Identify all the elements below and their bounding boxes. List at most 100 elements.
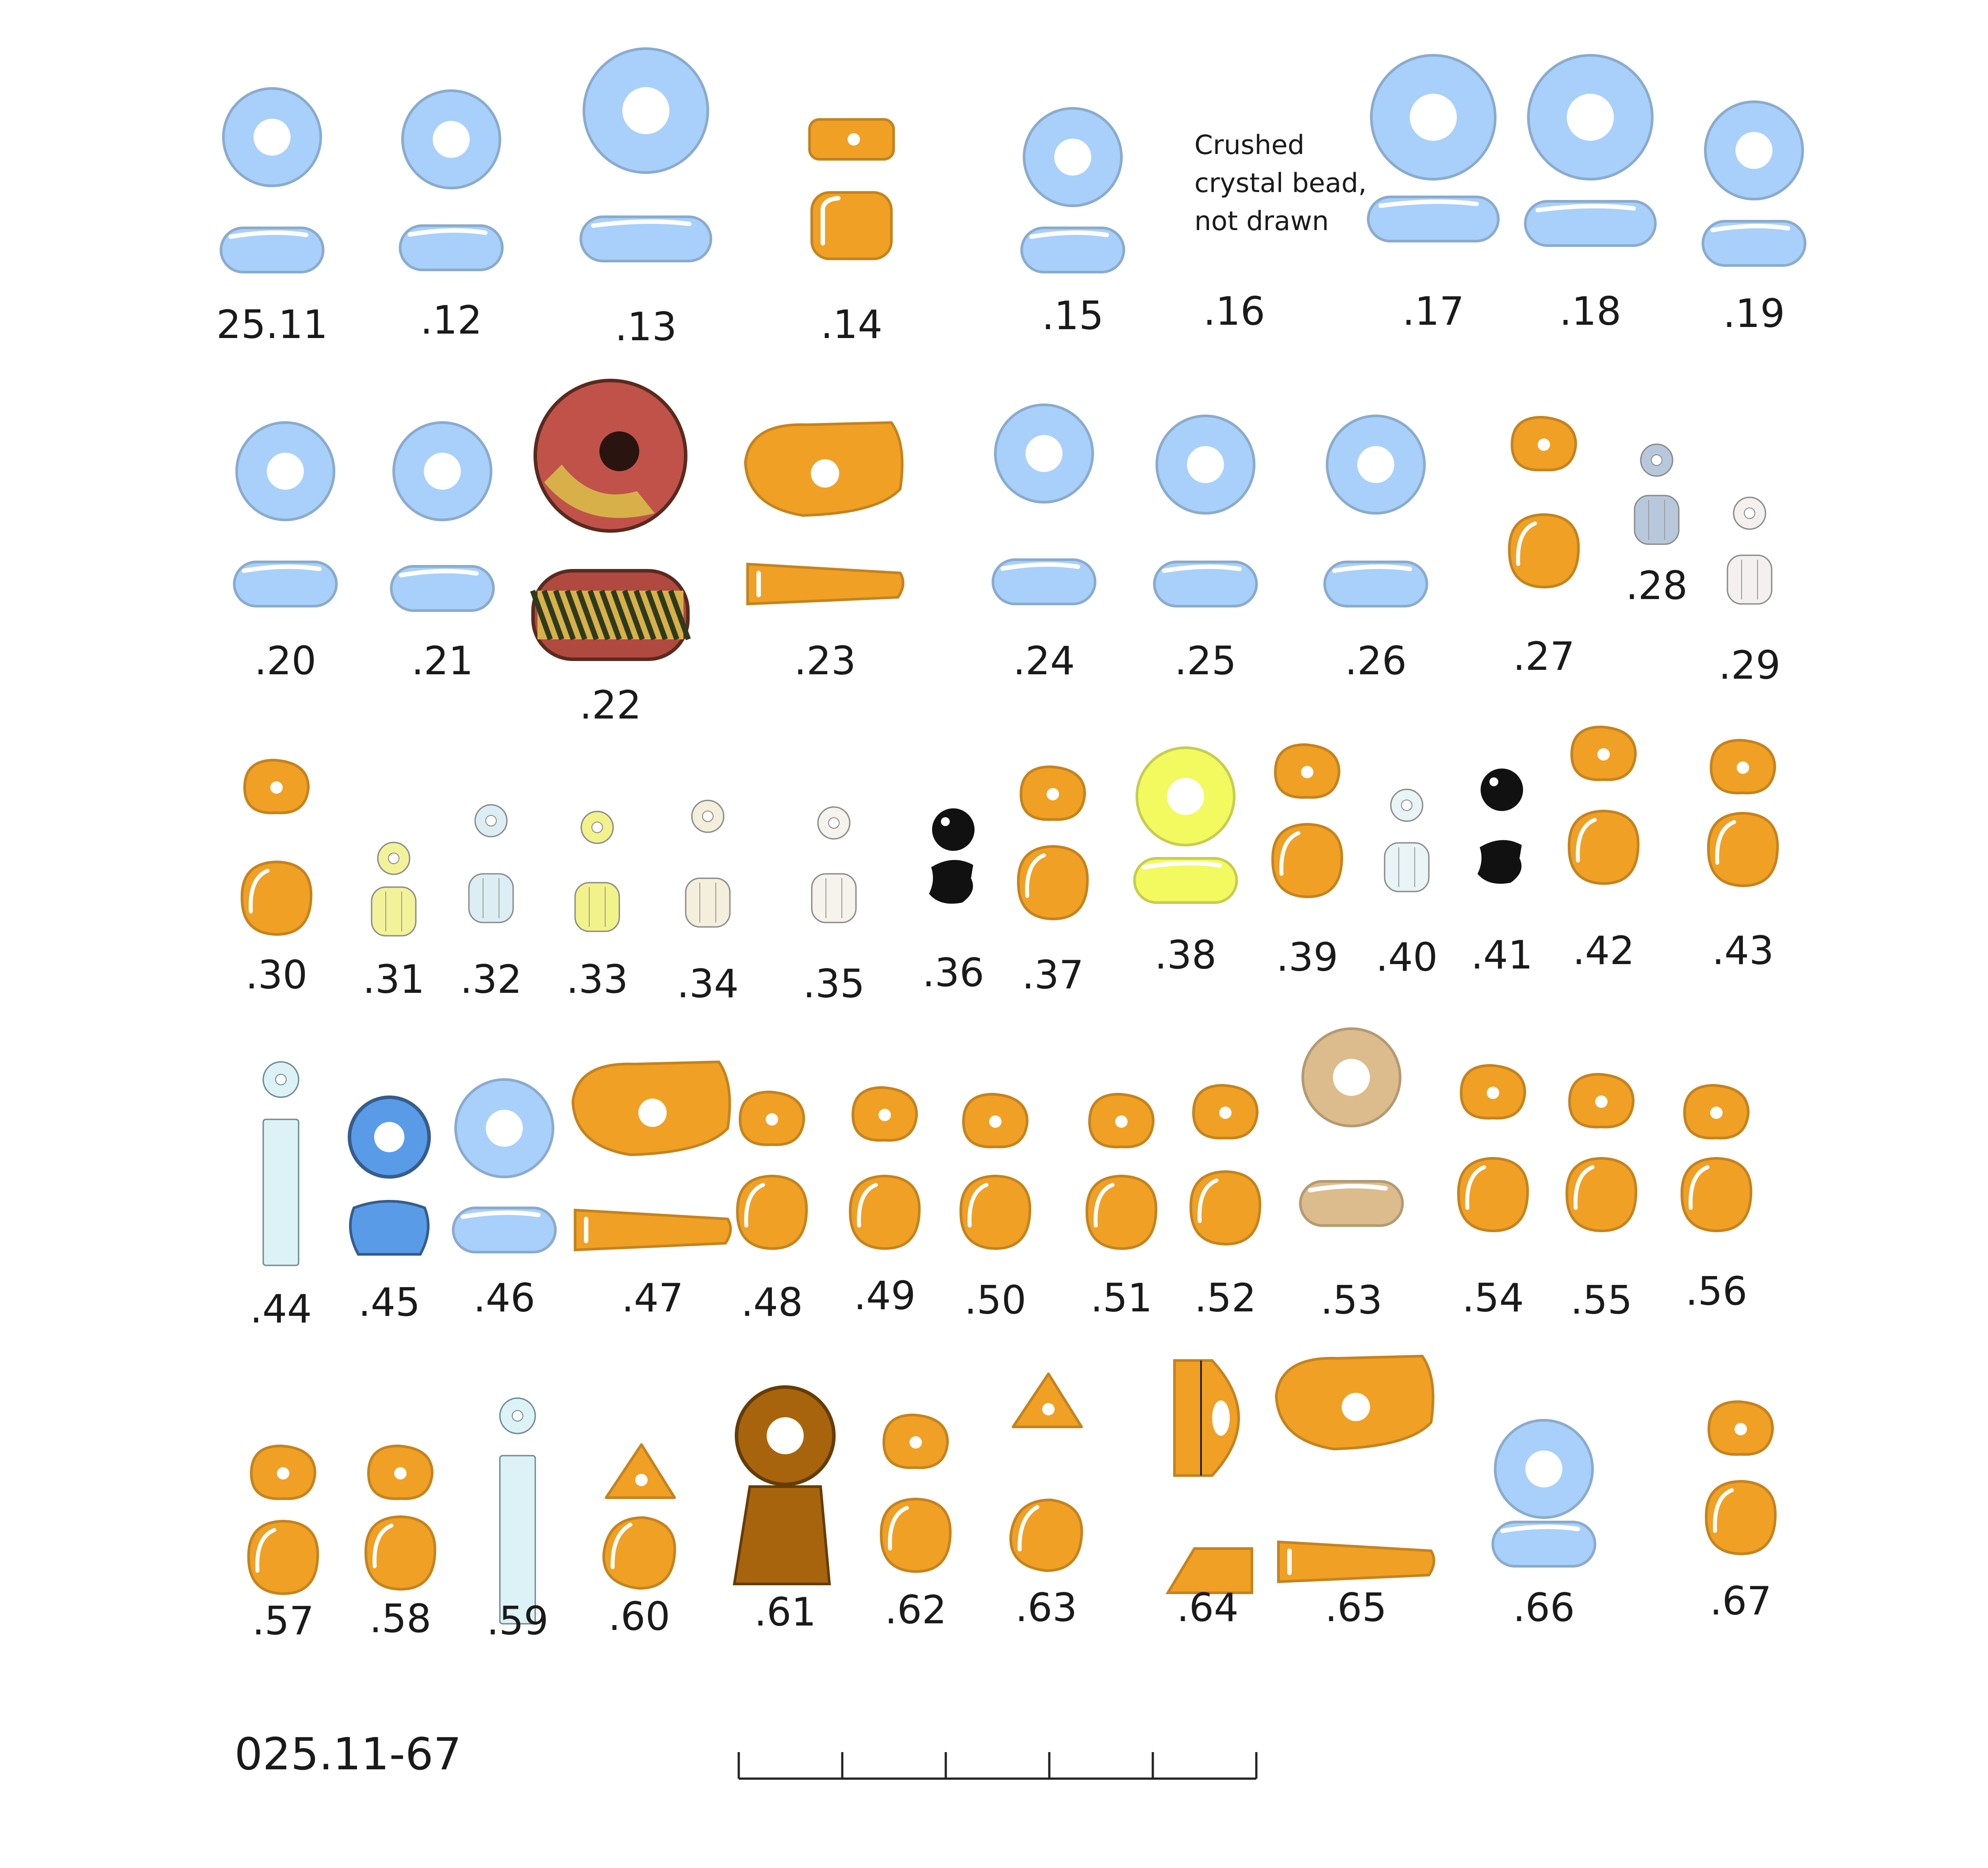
bead-perforation xyxy=(1187,446,1224,483)
bead-label: .22 xyxy=(580,682,641,728)
highlight xyxy=(1279,831,1301,876)
bead-label: .56 xyxy=(1685,1268,1747,1314)
highlight xyxy=(1710,223,1790,232)
bead-14 xyxy=(808,118,895,260)
bead-perforation xyxy=(394,1467,407,1480)
highlight xyxy=(1017,1505,1040,1552)
highlight xyxy=(1025,853,1046,898)
bead-perforation xyxy=(267,453,304,490)
chevron-stripe xyxy=(599,589,622,641)
bead-side-view xyxy=(746,562,905,606)
bead-61 xyxy=(733,1385,836,1585)
bead-perforation xyxy=(622,87,670,135)
bead-perforation xyxy=(828,817,840,829)
highlight xyxy=(1574,1165,1595,1210)
bead-side-view xyxy=(1271,823,1343,899)
chevron-stripe xyxy=(668,589,691,641)
bead-51 xyxy=(1085,1092,1158,1250)
bead-side-view xyxy=(879,1497,952,1573)
bead-43 xyxy=(1707,738,1779,888)
highlight xyxy=(821,196,840,246)
bead-33 xyxy=(574,811,620,932)
highlight xyxy=(255,1528,276,1573)
bead-perforation xyxy=(1487,1087,1499,1099)
bead-side-view xyxy=(1508,513,1580,589)
painted-band xyxy=(544,465,655,518)
bead-24 xyxy=(991,404,1097,605)
bead-50 xyxy=(959,1092,1032,1250)
bead-side-view xyxy=(468,873,514,923)
bead-20 xyxy=(233,421,338,607)
bead-perforation xyxy=(1333,1059,1370,1096)
bead-perforation xyxy=(989,1115,1002,1128)
bead-perforation xyxy=(1744,507,1755,519)
bead-64 xyxy=(1165,1359,1253,1594)
highlight xyxy=(1029,230,1109,239)
bead-31 xyxy=(371,842,417,937)
bead-perforation xyxy=(767,1417,804,1454)
bead-side-view xyxy=(247,1519,319,1595)
highlight xyxy=(1489,777,1498,786)
bead-side-view xyxy=(1707,811,1779,888)
bead-top-view xyxy=(1173,1359,1240,1477)
bead-17 xyxy=(1367,54,1500,242)
bead-perforation xyxy=(1735,1423,1747,1435)
chevron-stripe xyxy=(610,589,633,641)
highlight xyxy=(399,569,479,577)
bead-label: .41 xyxy=(1471,932,1533,978)
bead-label: .59 xyxy=(487,1598,549,1644)
bead-55 xyxy=(1565,1072,1638,1233)
bead-side-view xyxy=(1153,561,1258,607)
bead-side-view xyxy=(399,224,504,271)
bead-side-view xyxy=(1701,220,1807,267)
bead-side-view xyxy=(574,882,620,932)
highlight xyxy=(857,1183,878,1228)
highlight xyxy=(1000,562,1080,571)
bead-side-view xyxy=(685,877,731,928)
highlight xyxy=(1465,1165,1486,1210)
bead-perforation xyxy=(1525,1450,1562,1487)
bead-65 xyxy=(1274,1354,1435,1584)
bead-side-view xyxy=(733,1485,831,1585)
bead-22 xyxy=(530,379,691,661)
bead-25 xyxy=(1153,415,1258,607)
bead-side-view xyxy=(1165,1547,1253,1594)
bead-54 xyxy=(1457,1064,1529,1233)
bead-perforation xyxy=(1219,1107,1232,1119)
bead-41 xyxy=(1478,769,1523,884)
bead-label: .36 xyxy=(922,950,984,995)
bead-perforation xyxy=(1710,1107,1723,1119)
bead-label: .16 xyxy=(1203,288,1265,334)
bead-36 xyxy=(929,808,975,904)
bead-side-view xyxy=(1189,1170,1262,1246)
scale-bar xyxy=(737,1752,1258,1780)
bead-side-view xyxy=(364,1515,437,1591)
highlight xyxy=(1500,1524,1580,1533)
bead-label: .31 xyxy=(363,957,425,1002)
bead-perforation xyxy=(1595,1095,1608,1108)
bead-15 xyxy=(1020,107,1125,273)
bead-perforation xyxy=(1042,1403,1055,1415)
bead-side-view xyxy=(1299,1180,1404,1227)
bead-23 xyxy=(744,421,905,606)
bead-47 xyxy=(571,1060,732,1252)
bead-side-view xyxy=(1277,1540,1435,1584)
bead-perforation xyxy=(1651,454,1662,466)
highlight xyxy=(407,228,487,237)
highlight xyxy=(461,1210,541,1219)
bead-perforation xyxy=(879,1109,891,1121)
bead-perforation xyxy=(512,1410,523,1422)
bead-52 xyxy=(1189,1084,1262,1246)
bead-side-view xyxy=(499,1455,536,1625)
bead-label: .55 xyxy=(1570,1277,1632,1323)
bead-side-view xyxy=(1727,554,1773,605)
bead-side-view xyxy=(1478,840,1522,884)
bead-perforation xyxy=(1401,799,1412,811)
bead-side-view xyxy=(390,565,495,612)
bead-side-view xyxy=(1565,1157,1638,1233)
bead-perforation xyxy=(1357,446,1394,483)
bead-perforation xyxy=(1025,435,1063,472)
bead-top-view xyxy=(1481,769,1523,811)
chevron-stripe xyxy=(633,589,656,641)
bead-18 xyxy=(1524,54,1657,247)
